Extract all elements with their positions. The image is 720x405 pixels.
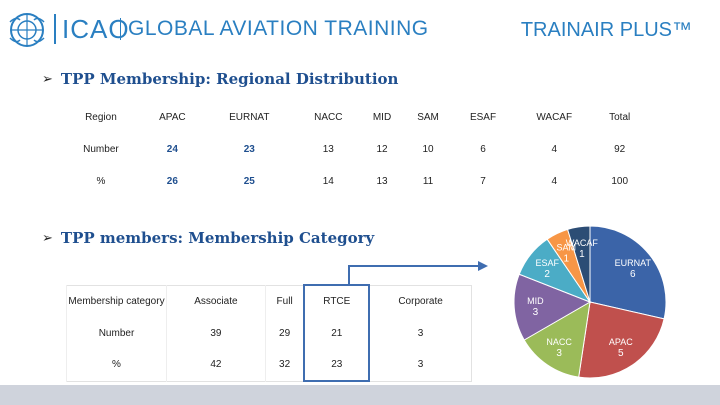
table-cell: 11: [422, 175, 434, 187]
pie-label-value: 3: [556, 348, 562, 359]
pie-slice-mid: [513, 273, 592, 341]
brand-title: GLOBAL AVIATION TRAINING: [128, 17, 429, 40]
table-cell: 24: [166, 143, 178, 155]
pie-label-name: SAM: [557, 243, 577, 253]
pie-label-value: 5: [618, 348, 624, 359]
icao-emblem-icon: [9, 13, 45, 47]
pie-label-name: EURNAT: [615, 258, 652, 268]
pie-label-name: ESAF: [535, 258, 559, 268]
table-cell: 6: [480, 143, 486, 155]
table-header-cell: ESAF: [469, 111, 497, 123]
table-header-row: Region APAC EURNAT NACC MID SAM ESAF WAC…: [60, 101, 644, 133]
membership-category-table: Membership category Associate Full RTCE …: [66, 284, 472, 382]
table-row: % 42 32 23 3: [66, 349, 472, 382]
table-cell: 10: [422, 143, 434, 155]
table-cell: 29: [264, 317, 305, 349]
section-title-category: ➢ TPP members: Membership Category: [42, 229, 374, 247]
row-label-cell: %: [96, 175, 106, 187]
table-header-cell: APAC: [159, 111, 186, 123]
arrow-bullet-icon: ➢: [42, 71, 53, 87]
pie-label-name: MID: [527, 296, 544, 306]
org-abbreviation: ICAO: [62, 14, 130, 44]
table-header-cell: Total: [609, 111, 631, 123]
arrow-bullet-icon: ➢: [42, 230, 53, 246]
table-cell: 12: [376, 143, 388, 155]
header-banner: ICAO GLOBAL AVIATION TRAINING TRAINAIR P…: [0, 0, 720, 60]
row-label-cell: Number: [66, 317, 167, 349]
logo-separator: [120, 18, 121, 40]
table-row: % 26 25 14 13 11 7 4 100: [60, 165, 644, 197]
table-cell: 3: [368, 349, 472, 381]
pie-slice-eurnat: [589, 225, 667, 320]
table-cell: 21: [303, 317, 371, 349]
table-header-cell: Region: [85, 111, 117, 123]
table-cell: 39: [166, 317, 266, 349]
table-header-cell: SAM: [417, 111, 439, 123]
table-cell: 3: [368, 317, 472, 349]
section-title-text: TPP members: Membership Category: [60, 229, 375, 247]
pie-slice-nacc: [523, 301, 591, 378]
table-header-row: Membership category Associate Full RTCE …: [66, 284, 472, 317]
pie-slice-apac: [578, 301, 665, 379]
pie-label-name: WACAF: [566, 238, 599, 248]
table-header-cell: NACC: [314, 111, 343, 123]
table-header-cell: Corporate: [368, 285, 472, 317]
pie-label-value: 1: [579, 249, 585, 260]
section-title-text: TPP Membership: Regional Distribution: [60, 70, 399, 88]
table-cell: 14: [322, 175, 334, 187]
table-cell: 23: [243, 143, 255, 155]
pie-label-value: 3: [533, 307, 539, 318]
table-cell: 25: [243, 175, 255, 187]
pie-label-value: 6: [630, 269, 636, 280]
table-cell: 4: [551, 175, 557, 187]
table-header-cell: MID: [372, 111, 392, 123]
program-logo-text: TRAINAIR PLUS™: [520, 19, 692, 41]
table-cell: 42: [166, 349, 266, 381]
pie-label-name: NACC: [546, 337, 572, 347]
table-header-cell: RTCE: [303, 284, 371, 317]
pie-label-value: 1: [563, 254, 569, 265]
table-cell: 23: [303, 349, 371, 382]
table-cell: 92: [614, 143, 626, 155]
table-header-cell: Membership category: [66, 285, 167, 317]
table-cell: 100: [611, 175, 629, 187]
table-cell: 26: [166, 175, 178, 187]
table-cell: 7: [480, 175, 486, 187]
logo-divider: [54, 14, 56, 44]
table-header-cell: Associate: [166, 285, 266, 317]
pie-slice-wacaf: [566, 225, 591, 303]
pie-label-name: APAC: [609, 337, 633, 347]
table-cell: 13: [376, 175, 388, 187]
table-header-cell: WACAF: [536, 111, 573, 123]
table-row: Number 24 23 13 12 10 6 4 92: [60, 133, 644, 165]
table-cell: 32: [264, 349, 305, 381]
table-cell: 13: [322, 143, 334, 155]
row-label-cell: Number: [83, 143, 119, 155]
regional-distribution-table: Region APAC EURNAT NACC MID SAM ESAF WAC…: [60, 101, 644, 197]
footer-bar: [0, 385, 720, 405]
table-cell: 4: [551, 143, 557, 155]
pie-label-value: 2: [544, 269, 550, 280]
table-header-cell: Full: [264, 285, 305, 317]
row-label-cell: %: [66, 349, 167, 381]
table-row: Number 39 29 21 3: [66, 317, 472, 349]
section-title-regional: ➢ TPP Membership: Regional Distribution: [42, 70, 398, 88]
table-header-cell: EURNAT: [229, 111, 270, 123]
